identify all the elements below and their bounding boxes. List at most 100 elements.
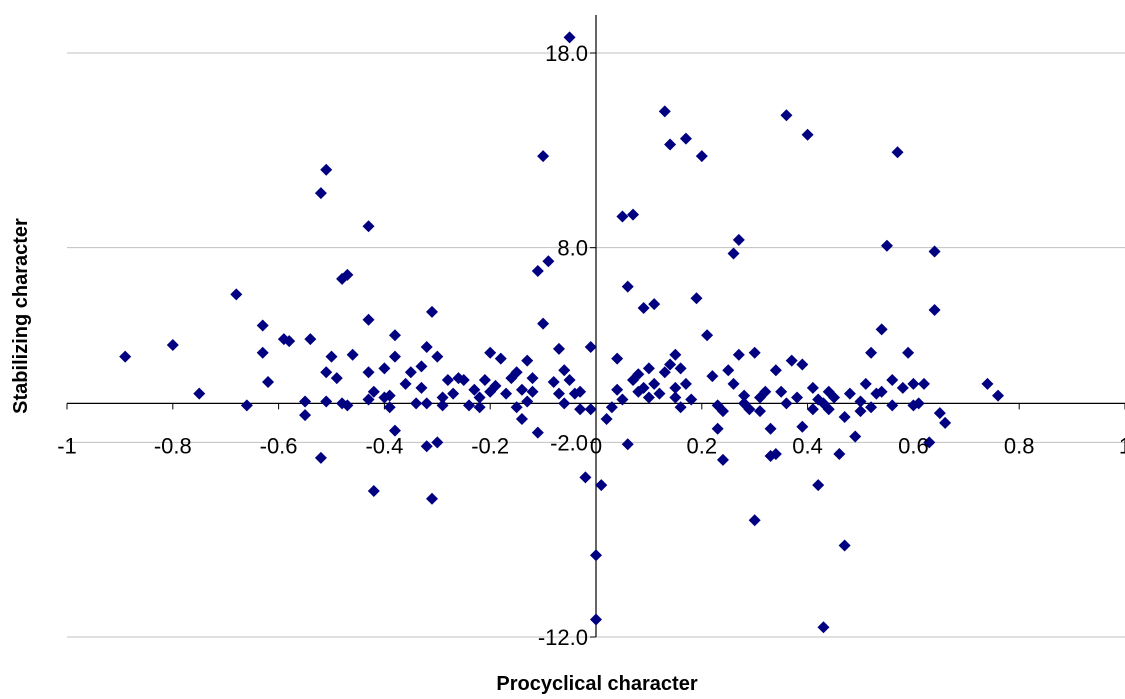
data-point bbox=[907, 377, 920, 390]
data-point bbox=[917, 377, 930, 390]
data-point bbox=[674, 362, 687, 375]
data-point bbox=[256, 346, 269, 359]
data-point bbox=[669, 348, 682, 361]
data-point bbox=[510, 366, 523, 379]
data-point bbox=[780, 109, 793, 122]
data-point bbox=[457, 374, 470, 387]
x-tick-label: 0.8 bbox=[1004, 433, 1035, 458]
data-point bbox=[563, 31, 576, 44]
data-point bbox=[801, 128, 814, 141]
data-point bbox=[753, 405, 766, 418]
data-point bbox=[605, 401, 618, 414]
data-point bbox=[420, 340, 433, 353]
data-point bbox=[531, 426, 544, 439]
data-point bbox=[600, 412, 613, 425]
y-tick-label: 18.0 bbox=[545, 41, 588, 66]
data-point bbox=[489, 379, 502, 392]
data-point bbox=[791, 391, 804, 404]
data-point bbox=[891, 146, 904, 159]
data-point bbox=[896, 381, 909, 394]
x-tick-label: -0.4 bbox=[365, 433, 403, 458]
data-point bbox=[822, 403, 835, 416]
data-point bbox=[314, 187, 327, 200]
data-point bbox=[664, 358, 677, 371]
data-point bbox=[346, 348, 359, 361]
data-points bbox=[119, 31, 1005, 634]
x-tick-label: 0.4 bbox=[792, 433, 823, 458]
data-point bbox=[367, 385, 380, 398]
data-point bbox=[849, 430, 862, 443]
data-point bbox=[674, 401, 687, 414]
data-point bbox=[325, 350, 338, 363]
data-point bbox=[388, 350, 401, 363]
data-point bbox=[769, 364, 782, 377]
data-point bbox=[330, 372, 343, 385]
data-point bbox=[880, 239, 893, 252]
data-point bbox=[843, 387, 856, 400]
x-tick-label: -1 bbox=[57, 433, 77, 458]
data-point bbox=[838, 411, 851, 424]
data-point bbox=[510, 401, 523, 414]
data-point bbox=[314, 451, 327, 464]
x-tick-label: 0.2 bbox=[687, 433, 718, 458]
data-point bbox=[420, 440, 433, 453]
data-point bbox=[775, 385, 788, 398]
data-point bbox=[473, 401, 486, 414]
data-point bbox=[727, 377, 740, 390]
data-point bbox=[738, 389, 751, 402]
data-point bbox=[912, 397, 925, 410]
data-point bbox=[521, 354, 534, 367]
data-point bbox=[320, 366, 333, 379]
data-point bbox=[616, 210, 629, 223]
data-point bbox=[341, 268, 354, 281]
data-point bbox=[695, 150, 708, 163]
data-point bbox=[780, 397, 793, 410]
data-point bbox=[928, 245, 941, 258]
data-point bbox=[415, 381, 428, 394]
x-tick-label: -0.8 bbox=[154, 433, 192, 458]
y-tick-label: 8.0 bbox=[557, 236, 588, 261]
data-point bbox=[119, 350, 132, 363]
data-point bbox=[806, 403, 819, 416]
data-point bbox=[875, 385, 888, 398]
x-tick-label: -0.6 bbox=[260, 433, 298, 458]
data-point bbox=[817, 621, 830, 634]
data-point bbox=[574, 385, 587, 398]
data-point bbox=[933, 407, 946, 420]
data-point bbox=[563, 374, 576, 387]
data-point bbox=[865, 401, 878, 414]
data-point bbox=[415, 360, 428, 373]
data-point bbox=[627, 208, 640, 221]
data-point bbox=[579, 471, 592, 484]
data-point bbox=[320, 163, 333, 176]
data-point bbox=[812, 479, 825, 492]
data-point bbox=[902, 346, 915, 359]
data-point bbox=[653, 387, 666, 400]
data-point bbox=[341, 399, 354, 412]
data-point bbox=[658, 366, 671, 379]
data-point bbox=[838, 539, 851, 552]
data-point bbox=[796, 420, 809, 433]
x-tick-label: 1 bbox=[1119, 433, 1125, 458]
data-point bbox=[939, 416, 952, 429]
data-point bbox=[595, 479, 608, 492]
data-point bbox=[367, 485, 380, 497]
data-point bbox=[547, 375, 560, 388]
data-point bbox=[531, 265, 544, 278]
data-point bbox=[447, 387, 460, 400]
data-point bbox=[701, 329, 714, 342]
data-point bbox=[669, 391, 682, 404]
data-point bbox=[981, 377, 994, 390]
data-point bbox=[679, 132, 692, 145]
data-point bbox=[468, 383, 481, 396]
data-point bbox=[886, 374, 899, 387]
data-point bbox=[399, 377, 412, 390]
data-point bbox=[732, 233, 745, 246]
data-point bbox=[262, 375, 275, 388]
data-point bbox=[928, 303, 941, 316]
data-point bbox=[463, 399, 476, 412]
y-tick-label: -12.0 bbox=[538, 625, 588, 650]
y-axis-title: Stabilizing character bbox=[10, 218, 32, 414]
data-point bbox=[431, 436, 444, 449]
data-point bbox=[923, 436, 936, 449]
